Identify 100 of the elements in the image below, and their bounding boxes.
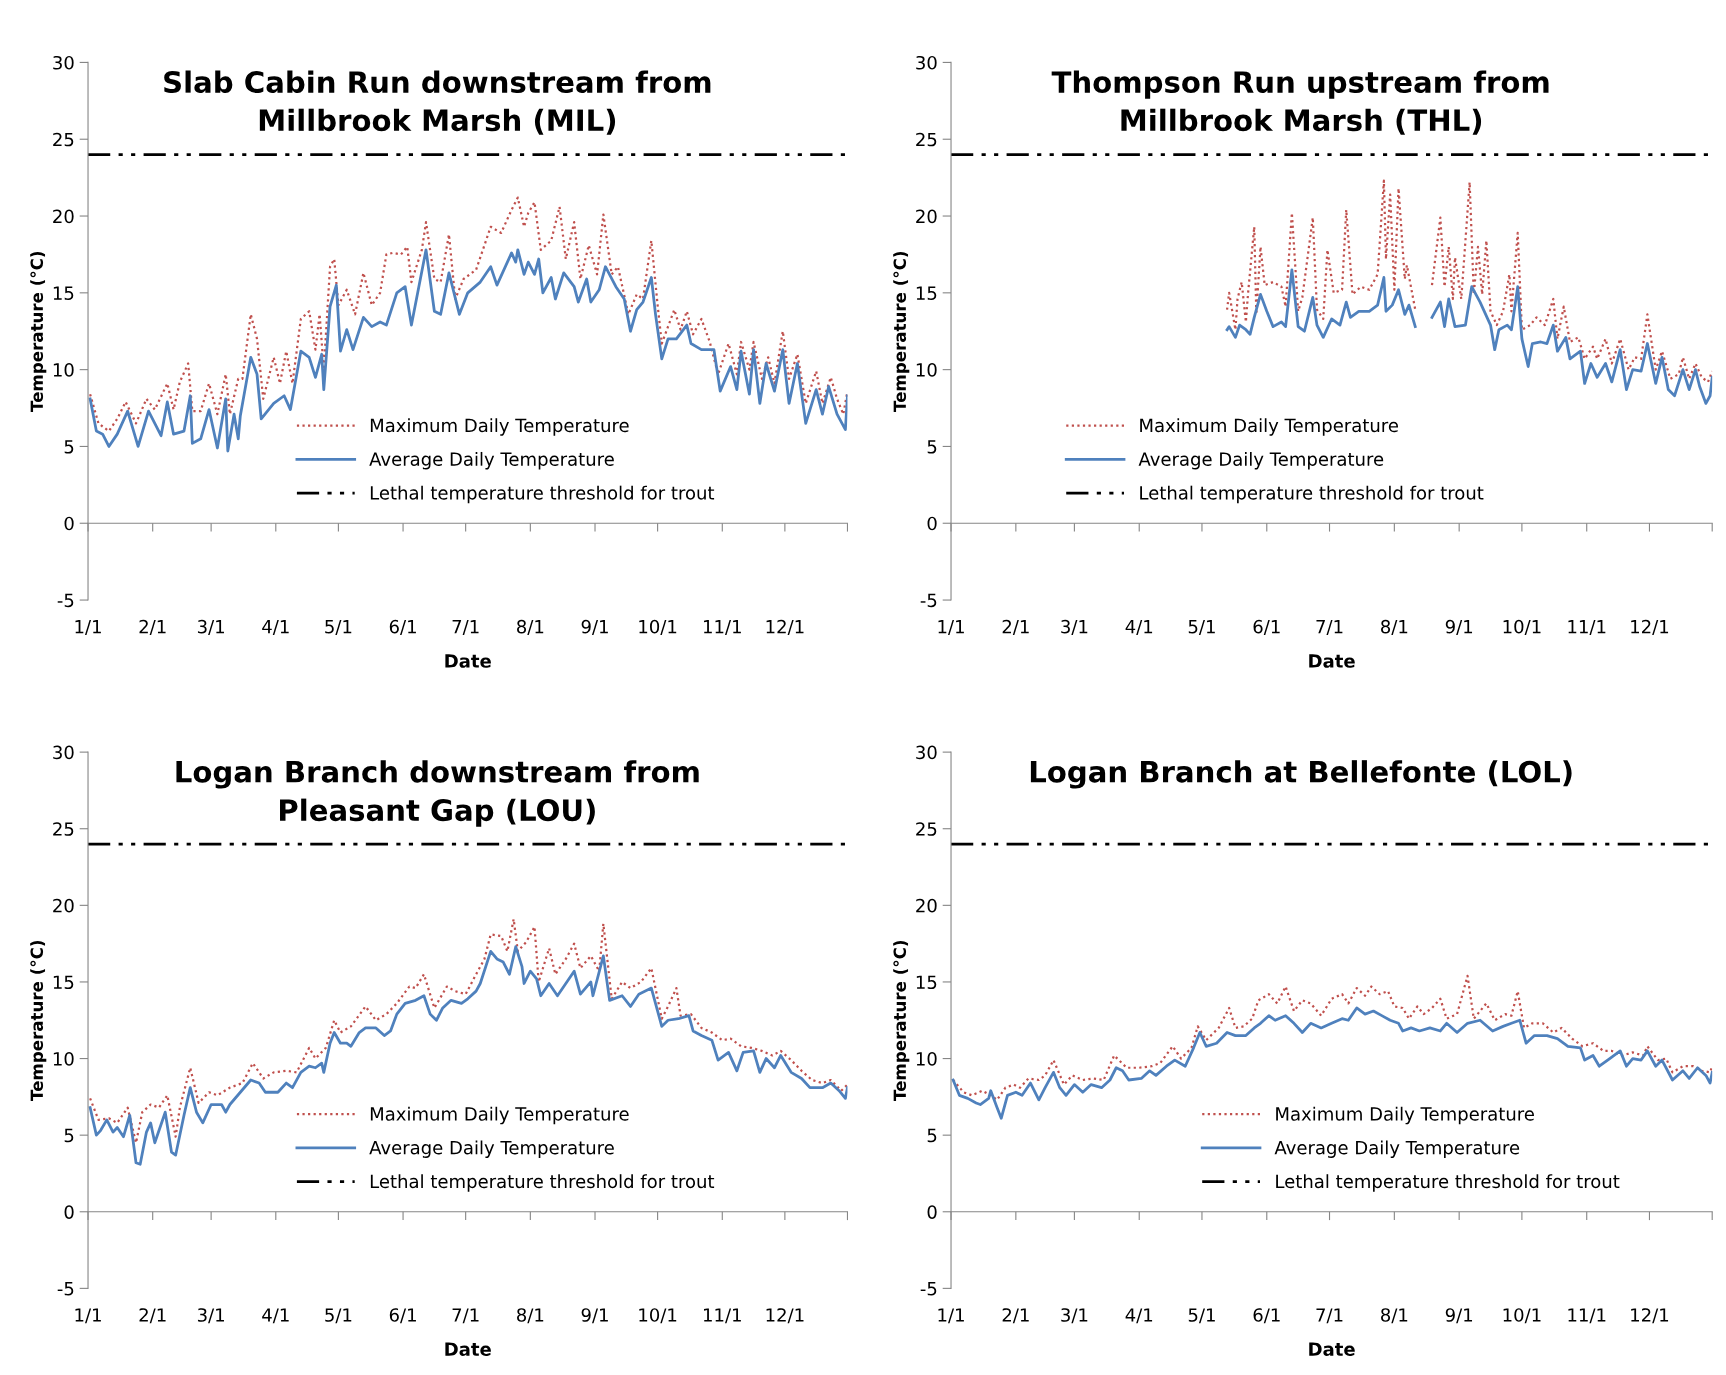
- x-tick-label: 8/1: [1381, 1308, 1408, 1324]
- y-tick-label: 20: [916, 898, 937, 913]
- x-tick-label: 12/1: [1631, 619, 1669, 635]
- legend-label: Average Daily Temperature: [1138, 451, 1384, 470]
- legend-label: Maximum Daily Temperature: [1140, 418, 1398, 436]
- line-series: [88, 248, 848, 453]
- x-tick-label: 4/1: [262, 1308, 289, 1324]
- x-tick-label: 4/1: [1125, 620, 1153, 635]
- x-tick-label: 3/1: [197, 1308, 224, 1324]
- x-tick-label: 6/1: [1253, 619, 1280, 635]
- x-tick-label: 12/1: [1631, 1308, 1669, 1324]
- y-axis-title: Temperature (°C): [30, 940, 47, 1101]
- x-tick-label: 3/1: [197, 619, 224, 635]
- y-tick-label: 20: [53, 209, 74, 224]
- y-tick-label: 25: [916, 822, 937, 836]
- y-axis-title: Temperature (°C): [893, 251, 910, 412]
- y-tick-label: 25: [53, 132, 74, 147]
- y-tick-label: 0: [927, 1205, 937, 1219]
- y-tick-label: 15: [916, 975, 937, 990]
- x-tick-label: 1/1: [75, 1308, 101, 1324]
- y-axis-title: Temperature (°C): [30, 251, 47, 412]
- y-tick-label: 20: [53, 898, 74, 913]
- legend-label: Average Daily Temperature: [1274, 1140, 1520, 1158]
- text: Logan Branch downstream from Pleasant Gap (LOU): [176, 760, 699, 827]
- legend-label: Average Daily Temperature: [369, 1140, 614, 1158]
- y-tick-label: 30: [916, 55, 937, 70]
- y-tick-label: -5: [920, 1282, 937, 1296]
- x-tick-label: 11/1: [1568, 620, 1606, 635]
- y-tick-label: 10: [53, 1052, 74, 1066]
- x-tick-label: 5/1: [325, 1308, 352, 1324]
- x-tick-label: 2/1: [139, 1308, 166, 1324]
- y-tick-label: 0: [64, 516, 74, 531]
- y-tick-label: -5: [920, 593, 937, 608]
- x-tick-label: 5/1: [1188, 620, 1215, 635]
- y-tick-label: 30: [53, 745, 74, 760]
- legend-label: Maximum Daily Temperature: [1276, 1106, 1534, 1125]
- x-tick-label: 5/1: [325, 620, 352, 635]
- x-tick-label: 3/1: [1061, 619, 1088, 635]
- x-tick-label: 11/1: [703, 1308, 741, 1324]
- x-tick-label: 5/1: [1188, 1308, 1215, 1324]
- y-tick-label: -5: [57, 1282, 74, 1296]
- y-tick-label: 30: [53, 55, 74, 70]
- x-tick-label: 8/1: [517, 1308, 544, 1324]
- legend-label: Maximum Daily Temperature: [370, 1106, 629, 1125]
- y-axis-title: Temperature (°C): [893, 940, 910, 1101]
- y-tick-label: 20: [916, 209, 937, 224]
- y-tick-label: 0: [64, 1205, 74, 1219]
- x-tick-label: 6/1: [389, 619, 416, 635]
- y-tick-label: 30: [916, 745, 937, 760]
- text: Slab Cabin Run downstream from Millbrook Marsh (MIL): [164, 70, 711, 135]
- legend-label: Maximum Daily Temperature: [370, 418, 629, 436]
- y-tick-label: 10: [53, 363, 74, 377]
- x-tick-label: 9/1: [581, 619, 608, 635]
- legend-label: Lethal temperature threshold for trout: [370, 1174, 715, 1192]
- y-tick-label: 15: [53, 286, 74, 300]
- x-axis-title: Date: [445, 1342, 491, 1356]
- y-tick-label: 25: [916, 132, 937, 147]
- y-tick-label: 5: [64, 440, 74, 454]
- x-axis-title: Date: [445, 654, 491, 668]
- y-tick-label: 5: [927, 1128, 937, 1143]
- x-axis-title: Date: [1309, 654, 1355, 668]
- x-tick-label: 12/1: [766, 1308, 804, 1324]
- y-tick-label: 10: [916, 363, 937, 377]
- x-tick-label: 6/1: [1253, 1308, 1280, 1324]
- x-tick-label: 11/1: [1568, 1308, 1606, 1324]
- x-tick-label: 2/1: [1002, 619, 1029, 635]
- x-tick-label: 9/1: [581, 1308, 608, 1324]
- x-tick-label: 10/1: [1503, 619, 1541, 635]
- x-tick-label: 7/1: [452, 620, 479, 635]
- x-tick-label: 7/1: [1316, 1308, 1343, 1324]
- x-tick-label: 2/1: [139, 619, 166, 635]
- x-tick-label: 2/1: [1002, 1308, 1029, 1324]
- x-tick-label: 6/1: [389, 1308, 416, 1324]
- x-tick-label: 3/1: [1061, 1308, 1088, 1324]
- x-tick-label: 12/1: [766, 619, 804, 635]
- y-tick-label: -5: [57, 593, 74, 608]
- legend-label: Average Daily Temperature: [369, 451, 614, 470]
- x-tick-label: 1/1: [938, 620, 964, 635]
- y-tick-label: 0: [927, 516, 937, 531]
- x-tick-label: 10/1: [639, 1308, 677, 1324]
- y-tick-label: 25: [53, 822, 74, 836]
- x-tick-label: 7/1: [452, 1308, 479, 1324]
- x-tick-label: 8/1: [517, 619, 544, 635]
- x-tick-label: 9/1: [1445, 619, 1473, 635]
- x-tick-label: 1/1: [938, 1308, 964, 1324]
- x-tick-label: 4/1: [1125, 1308, 1153, 1324]
- x-axis-title: Date: [1309, 1342, 1355, 1356]
- y-tick-label: 15: [53, 975, 74, 990]
- x-tick-label: 8/1: [1381, 619, 1408, 635]
- x-tick-label: 10/1: [639, 619, 677, 635]
- legend-label: Lethal temperature threshold for trout: [1140, 485, 1484, 504]
- x-tick-label: 9/1: [1445, 1308, 1473, 1324]
- x-tick-label: 10/1: [1503, 1308, 1541, 1324]
- y-tick-label: 5: [927, 440, 937, 454]
- y-tick-label: 15: [916, 286, 937, 300]
- x-tick-label: 11/1: [703, 620, 741, 635]
- text: Thompson Run upstream from Millbrook Marsh (THL): [1051, 70, 1549, 135]
- y-tick-label: 10: [916, 1052, 937, 1066]
- chart-title: Logan Branch at Bellefonte (LOL): [1030, 760, 1572, 789]
- x-tick-label: 1/1: [75, 620, 101, 635]
